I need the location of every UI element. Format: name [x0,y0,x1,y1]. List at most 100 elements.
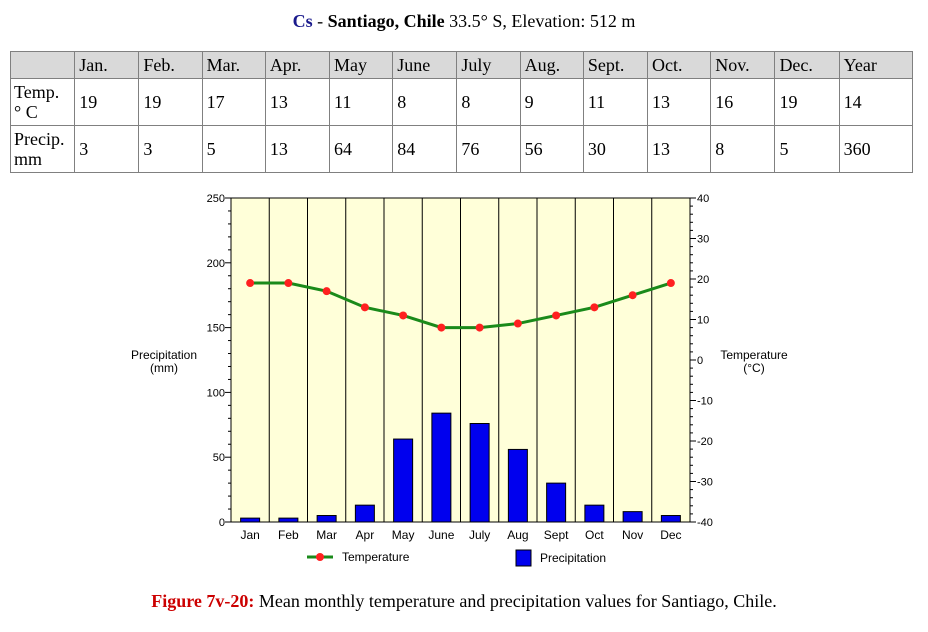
left-axis: 0 50 100 150 200 250 [207,193,231,529]
left-axis-tick-label: 0 [219,517,225,529]
table-cell: 19 [138,78,203,126]
right-axis-tick-label: -20 [697,436,713,448]
x-axis-tick-label: Feb [278,528,299,542]
x-axis-tick-label: Aug [507,528,528,542]
table-cell: 19 [774,78,840,126]
legend-temperature-marker [316,553,324,561]
temperature-point [284,279,293,288]
legend-precipitation-swatch [515,549,532,567]
precipitation-row: Precip. mm 3 3 5 13 64 84 76 56 30 13 8 5… [9,125,914,173]
table-cell: 16 [710,78,776,126]
right-axis-label: Temperature [720,348,788,362]
table-cell: 17 [201,78,266,126]
climate-class: Cs [292,11,313,31]
table-cell: 13 [647,125,712,173]
temperature-line-path [250,281,672,330]
row-label: Temp. ° C [9,78,76,126]
table-cell: 8 [456,78,521,126]
right-axis-tick-label: 0 [697,355,703,367]
right-axis: -40 -30 -20 -10 0 10 20 30 40 [690,193,713,529]
precipitation-bar [507,448,528,523]
right-axis-tick-label: -30 [697,477,713,489]
precipitation-bar [546,482,567,523]
city-name: Santiago, Chile [327,11,445,31]
table-cell: 56 [519,125,584,173]
temperature-point [360,303,369,312]
header-cell: Oct. [647,51,712,79]
temperature-point [475,323,484,332]
row-label: Precip. mm [9,125,76,173]
temperature-point [437,323,446,332]
header-cell: Feb. [138,51,203,79]
figure-caption: Figure 7v-20: Mean monthly temperature a… [0,591,928,612]
row-label-line: mm [14,149,43,169]
header-cell: July [456,51,521,79]
table-cell: 19 [74,78,140,126]
table-cell: 9 [519,78,584,126]
header-cell: Apr. [264,51,331,79]
header-cell: Dec. [774,51,840,79]
table-cell: 5 [774,125,840,173]
x-axis: Jan Feb Mar Apr May June July Aug Sept Oct Nov Dec [240,528,681,542]
header-cell: Jan. [74,51,140,79]
title-separator: - [317,11,324,31]
table-cell: 13 [264,78,331,126]
x-axis-tick-label: Apr [356,528,375,542]
table-cell: 3 [138,125,203,173]
header-cell: Sept. [582,51,649,79]
header-cell [9,51,76,79]
table-cell: 76 [456,125,521,173]
x-axis-tick-label: Sept [544,528,569,542]
left-axis-label: Precipitation [131,348,197,362]
table-cell: 5 [201,125,266,173]
figure-caption-text: Mean monthly temperature and precipitati… [258,591,777,611]
climate-table: Jan. Feb. Mar. Apr. May June July Aug. S… [9,51,914,173]
table-cell: 360 [838,125,914,173]
left-axis-tick-label: 100 [207,387,225,399]
left-axis-tick-label: 50 [213,452,225,464]
precipitation-bar [469,423,490,523]
temperature-point [628,291,637,300]
x-axis-tick-label: Jan [240,528,259,542]
table-cell: 13 [264,125,331,173]
header-cell: June [392,51,458,79]
right-axis-tick-label: 30 [697,234,709,246]
legend-temperature-label: Temperature [342,550,410,564]
x-axis-tick-label: Nov [622,528,643,542]
table-cell: 14 [838,78,914,126]
elevation: Elevation: 512 m [511,11,636,31]
temperature-point [399,311,408,320]
x-axis-tick-label: Dec [660,528,681,542]
temperature-point [552,311,561,320]
right-axis-label-unit: (°C) [743,361,764,375]
precipitation-bar [393,438,414,523]
x-axis-tick-label: Mar [316,528,337,542]
table-cell: 8 [392,78,458,126]
title-comma: , [502,11,507,31]
climate-chart: 0 50 100 150 200 250 -40 -30 -20 -10 0 10 20 30 40 Ja… [131,193,788,567]
right-axis-tick-label: -40 [697,517,713,529]
precipitation-bar [622,511,643,523]
right-axis-tick-label: 20 [697,274,709,286]
x-axis-tick-label: June [428,528,454,542]
row-label-line: Temp. [14,82,60,102]
table-cell: 30 [582,125,649,173]
legend-precipitation-label: Precipitation [540,551,606,565]
row-label-line: Precip. [14,129,65,149]
left-axis-label-unit: (mm) [150,361,178,375]
temperature-point [590,303,599,312]
right-axis-tick-label: 10 [697,315,709,327]
legend: Temperature Precipitation [307,549,606,567]
left-axis-tick-label: 200 [207,258,225,270]
latitude: 33.5° S [449,11,503,31]
table-cell: 3 [74,125,140,173]
header-cell: Aug. [519,51,584,79]
temperature-row: Temp. ° C 19 19 17 13 11 8 8 9 11 13 16 1… [9,78,914,126]
vertical-gridlines [268,198,653,522]
left-axis-tick-label: 250 [207,193,225,205]
header-cell: May [329,51,394,79]
row-label-line: ° C [14,102,38,122]
table-cell: 13 [647,78,712,126]
temperature-point [322,287,331,296]
header-cell: Year [838,51,914,79]
